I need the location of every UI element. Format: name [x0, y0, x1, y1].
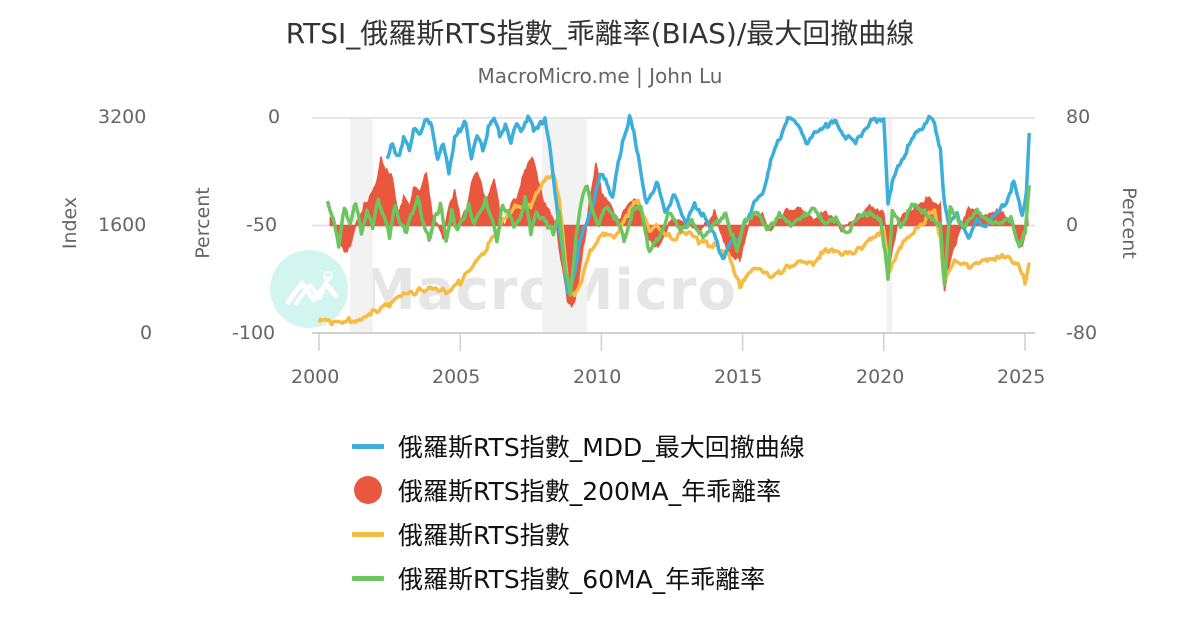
right-tick-0: 0	[1066, 214, 1079, 236]
left-outer-tick-1600: 1600	[98, 214, 147, 236]
x-tick-2005: 2005	[432, 366, 481, 388]
series-area-200ma-bias	[329, 156, 1029, 309]
legend-label: 俄羅斯RTS指數	[398, 521, 570, 550]
left-outer-axis-label: Index	[59, 196, 81, 250]
line-swatch-icon	[352, 516, 388, 552]
right-tick-minus80: -80	[1066, 322, 1098, 344]
legend-item-mdd[interactable]: 俄羅斯RTS指數_MDD_最大回撤曲線	[350, 424, 805, 468]
x-tick-2015: 2015	[714, 366, 763, 388]
left-outer-tick-3200: 3200	[98, 106, 147, 128]
legend-item-200ma-bias[interactable]: 俄羅斯RTS指數_200MA_年乖離率	[350, 468, 805, 512]
left-inner-tick-minus50: -50	[246, 214, 278, 236]
right-tick-80: 80	[1066, 106, 1091, 128]
chart-title: RTSI_俄羅斯RTS指數_乖離率(BIAS)/最大回撤曲線	[285, 17, 915, 50]
series-line	[317, 172, 1031, 327]
line-swatch-icon	[352, 560, 388, 596]
x-tick-2010: 2010	[573, 366, 622, 388]
line-swatch-icon	[352, 428, 388, 464]
x-tick-2000: 2000	[291, 366, 340, 388]
chart-subtitle: MacroMicro.me | John Lu	[477, 64, 723, 88]
left-inner-tick-0: 0	[268, 106, 281, 128]
left-inner-axis-label: Percent	[192, 187, 214, 259]
left-outer-tick-0: 0	[140, 322, 153, 344]
series-line	[385, 113, 1031, 294]
left-inner-tick-minus100: -100	[232, 322, 276, 344]
legend-item-60ma-bias[interactable]: 俄羅斯RTS指數_60MA_年乖離率	[350, 556, 805, 600]
legend-label: 俄羅斯RTS指數_MDD_最大回撤曲線	[398, 433, 805, 462]
circle-swatch-icon	[352, 472, 388, 508]
series-line	[325, 184, 1031, 298]
legend-label: 俄羅斯RTS指數_60MA_年乖離率	[398, 565, 766, 594]
right-axis-label: Percent	[1118, 187, 1140, 259]
legend-item-rts-index[interactable]: 俄羅斯RTS指數	[350, 512, 805, 556]
legend-label: 俄羅斯RTS指數_200MA_年乖離率	[398, 477, 782, 506]
x-tick-2025: 2025	[997, 366, 1046, 388]
chart-legend: 俄羅斯RTS指數_MDD_最大回撤曲線 俄羅斯RTS指數_200MA_年乖離率 …	[350, 424, 805, 600]
x-tick-2020: 2020	[856, 366, 905, 388]
